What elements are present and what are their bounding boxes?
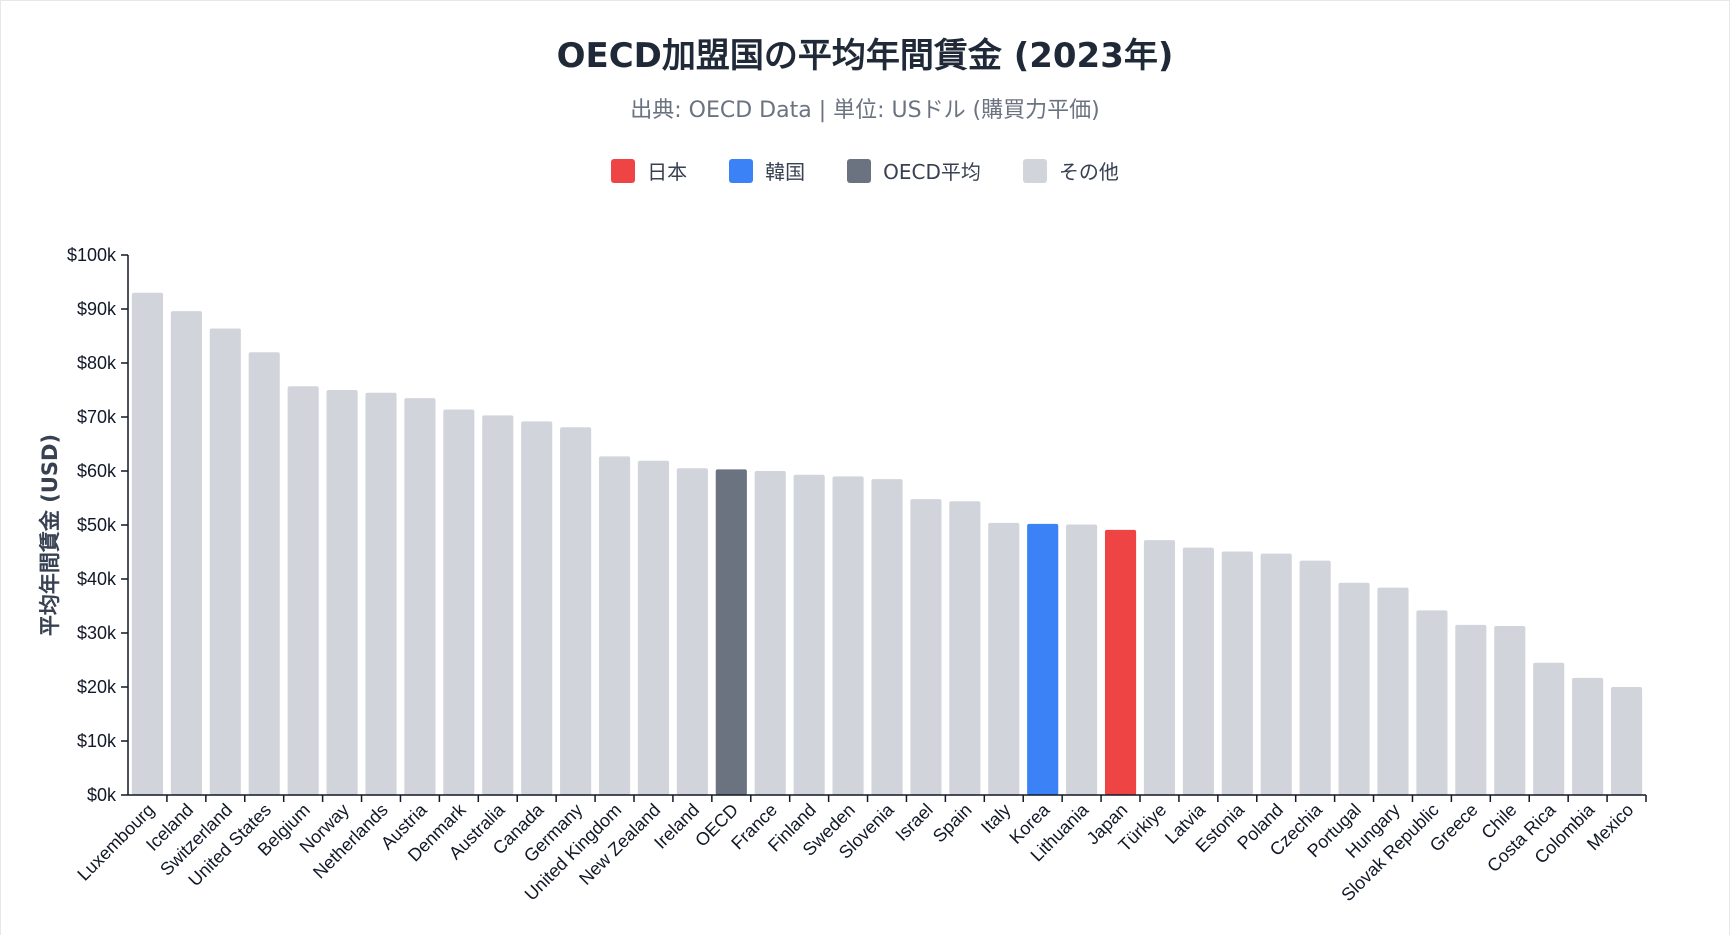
y-tick-label: $20k bbox=[77, 677, 117, 697]
bar bbox=[1610, 687, 1643, 795]
bar bbox=[326, 390, 358, 795]
chart-subtitle: 出典: OECD Data | 単位: USドル (購買力平価) bbox=[630, 98, 1100, 123]
legend-swatch-korea bbox=[729, 158, 754, 183]
legend-swatch-oecd bbox=[847, 158, 872, 183]
legend-item-oecd: OECD平均 bbox=[847, 156, 981, 185]
bar bbox=[287, 386, 319, 795]
chart-title: OECD加盟国の平均年間賃金 (2023年) bbox=[556, 36, 1174, 76]
bar bbox=[1104, 529, 1137, 795]
bar bbox=[1221, 551, 1253, 795]
bar bbox=[560, 427, 592, 795]
legend-item-others: その他 bbox=[1022, 156, 1119, 185]
bar bbox=[482, 415, 514, 795]
bar bbox=[1533, 662, 1565, 795]
y-tick-label: $100k bbox=[67, 245, 117, 265]
bar bbox=[988, 522, 1020, 795]
bar bbox=[1455, 624, 1487, 795]
bar bbox=[910, 499, 942, 795]
x-tick-label: Israel bbox=[891, 800, 936, 845]
bar bbox=[676, 468, 708, 795]
bar bbox=[793, 474, 825, 795]
bar bbox=[1299, 560, 1331, 795]
bar bbox=[170, 311, 202, 795]
legend-item-japan: 日本 bbox=[611, 156, 687, 185]
bar bbox=[1027, 523, 1059, 795]
y-tick-label: $70k bbox=[77, 407, 117, 427]
bar bbox=[365, 392, 397, 795]
bar bbox=[209, 328, 241, 795]
legend-item-korea: 韓国 bbox=[729, 156, 805, 185]
y-tick-label: $80k bbox=[77, 353, 117, 373]
bar bbox=[1338, 582, 1370, 795]
bar bbox=[1182, 547, 1214, 795]
bar bbox=[131, 292, 164, 795]
legend-label-japan: 日本 bbox=[647, 160, 688, 184]
bar bbox=[637, 460, 670, 795]
bar bbox=[949, 501, 981, 795]
y-tick-label: $0k bbox=[87, 785, 117, 805]
y-tick-label: $30k bbox=[77, 623, 117, 643]
bar bbox=[1066, 524, 1098, 795]
bar bbox=[248, 352, 280, 795]
y-axis-title: 平均年間賃金 (USD) bbox=[38, 434, 62, 636]
y-tick-label: $10k bbox=[77, 731, 117, 751]
bar bbox=[1260, 553, 1292, 795]
bar bbox=[871, 479, 903, 795]
bar bbox=[1416, 610, 1448, 795]
bar bbox=[754, 471, 786, 795]
bar bbox=[404, 398, 436, 795]
bar bbox=[715, 469, 747, 795]
legend-label-oecd: OECD平均 bbox=[883, 160, 981, 184]
bar bbox=[1572, 677, 1604, 795]
y-tick-label: $90k bbox=[77, 299, 117, 319]
bar bbox=[598, 456, 631, 795]
legend-label-korea: 韓国 bbox=[765, 160, 806, 184]
bar bbox=[1143, 540, 1176, 795]
y-tick-label: $50k bbox=[77, 515, 117, 535]
bar bbox=[443, 409, 475, 795]
y-tick-label: $60k bbox=[77, 461, 117, 481]
y-tick-label: $40k bbox=[77, 569, 117, 589]
legend: 日本 韓国 OECD平均 その他 bbox=[0, 156, 1730, 185]
legend-swatch-japan bbox=[611, 158, 636, 183]
legend-swatch-others bbox=[1022, 158, 1047, 183]
bar bbox=[1494, 625, 1526, 795]
legend-label-others: その他 bbox=[1058, 160, 1119, 184]
bar bbox=[832, 476, 864, 795]
bar bbox=[1377, 587, 1409, 795]
x-tick-label: Spain bbox=[929, 800, 976, 847]
bar bbox=[521, 421, 553, 795]
